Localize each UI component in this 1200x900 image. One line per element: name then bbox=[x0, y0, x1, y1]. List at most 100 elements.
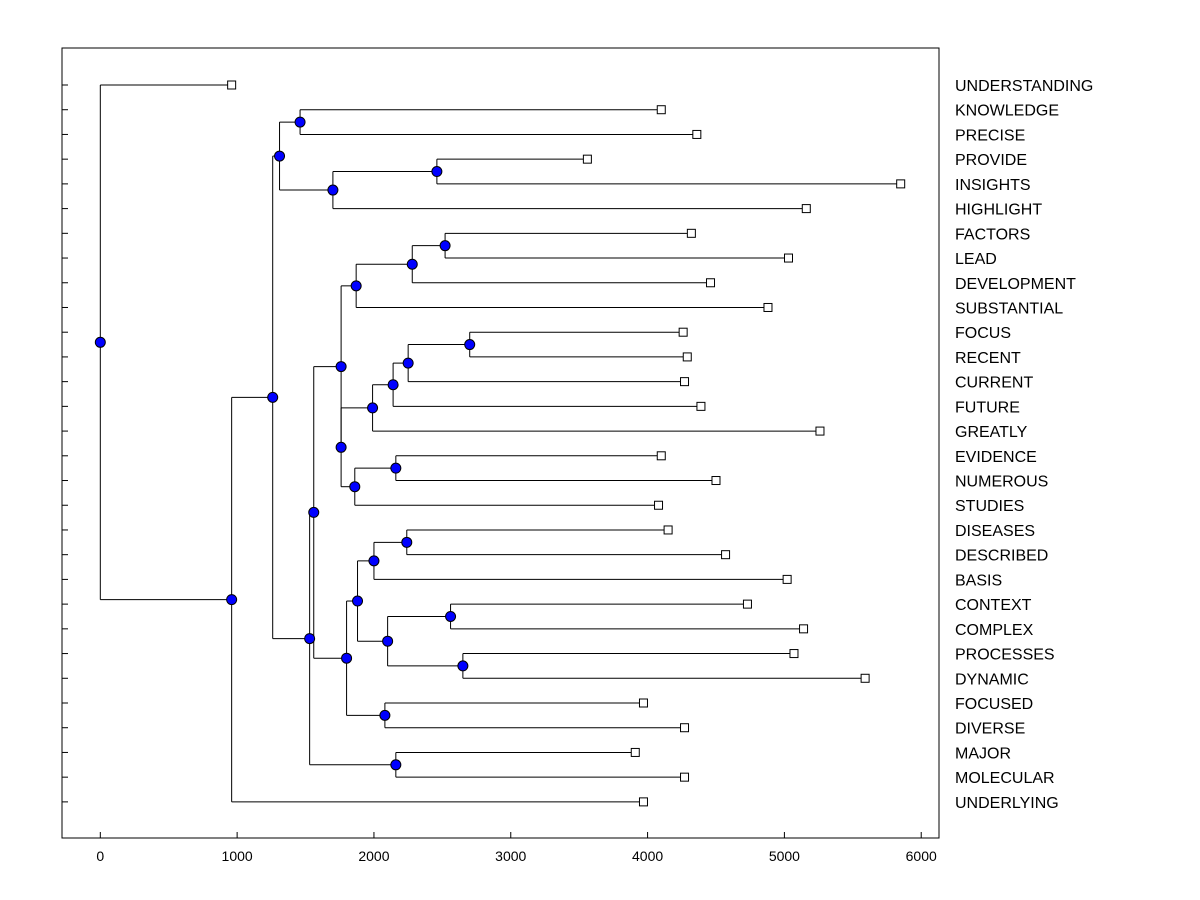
leaf-marker-understanding bbox=[227, 80, 237, 90]
x-tick-label-3000: 3000 bbox=[495, 848, 526, 864]
leaf-marker-development bbox=[706, 278, 716, 288]
merge-node-n5 bbox=[439, 240, 451, 252]
y-ticks bbox=[62, 84, 68, 803]
leaf-marker-diverse bbox=[680, 723, 690, 733]
leaf-label-underlying: UNDERLYING bbox=[955, 795, 1059, 812]
merge-node-n17 bbox=[368, 555, 380, 567]
leaf-label-understanding: UNDERSTANDING bbox=[955, 78, 1093, 95]
leaf-marker-provide bbox=[582, 154, 592, 164]
leaf-label-numerous: NUMEROUS bbox=[955, 474, 1048, 491]
leaf-marker-lead bbox=[784, 253, 794, 263]
x-tick-label-1000: 1000 bbox=[222, 848, 253, 864]
leaf-marker-precise bbox=[692, 129, 702, 139]
leaf-marker-underlying bbox=[638, 797, 648, 807]
leaf-label-major: MAJOR bbox=[955, 745, 1011, 762]
leaf-label-knowledge: KNOWLEDGE bbox=[955, 103, 1059, 120]
x-tick-label-6000: 6000 bbox=[906, 848, 937, 864]
leaf-marker-future bbox=[696, 401, 706, 411]
leaf-marker-basis bbox=[782, 574, 792, 584]
leaf-marker-highlight bbox=[801, 204, 811, 214]
merge-node-n19 bbox=[457, 660, 469, 672]
leaf-marker-described bbox=[721, 550, 731, 560]
plot-frame bbox=[61, 47, 940, 839]
merge-node-n25 bbox=[390, 759, 402, 771]
x-tick-label-5000: 5000 bbox=[769, 848, 800, 864]
leaf-marker-current bbox=[680, 377, 690, 387]
merge-node-n7 bbox=[350, 280, 362, 292]
merge-node-n9 bbox=[402, 357, 414, 369]
leaf-label-highlight: HIGHLIGHT bbox=[955, 202, 1042, 219]
merge-node-n6 bbox=[406, 258, 418, 270]
leaf-marker-context bbox=[742, 599, 752, 609]
leaf-label-evidence: EVIDENCE bbox=[955, 449, 1037, 466]
leaf-label-basis: BASIS bbox=[955, 572, 1002, 589]
merge-node-n8 bbox=[464, 339, 476, 351]
leaf-marker-greatly bbox=[815, 426, 825, 436]
leaf-label-factors: FACTORS bbox=[955, 226, 1030, 243]
leaf-marker-knowledge bbox=[656, 105, 666, 115]
merge-node-n21 bbox=[352, 595, 364, 607]
leaf-marker-major bbox=[630, 747, 640, 757]
leaf-label-future: FUTURE bbox=[955, 399, 1020, 416]
merge-node-n3 bbox=[327, 184, 339, 196]
merge-node-n1 bbox=[294, 116, 306, 128]
x-tick-label-4000: 4000 bbox=[632, 848, 663, 864]
merge-node-n23 bbox=[341, 652, 353, 664]
leaf-label-molecular: MOLECULAR bbox=[955, 770, 1055, 787]
leaf-label-lead: LEAD bbox=[955, 251, 997, 268]
merge-node-n15 bbox=[335, 361, 347, 373]
leaf-labels: UNDERSTANDING KNOWLEDGE PRECISE PROVIDE INSI… bbox=[955, 78, 1093, 812]
leaf-label-focused: FOCUSED bbox=[955, 696, 1033, 713]
leaf-marker-studies bbox=[654, 500, 664, 510]
leaf-marker-evidence bbox=[656, 451, 666, 461]
leaf-label-focus: FOCUS bbox=[955, 325, 1011, 342]
leaf-label-current: CURRENT bbox=[955, 375, 1033, 392]
merge-node-n29 bbox=[94, 336, 106, 348]
leaf-label-precise: PRECISE bbox=[955, 127, 1025, 144]
merge-node-n27 bbox=[267, 391, 279, 403]
leaf-label-studies: STUDIES bbox=[955, 498, 1024, 515]
leaf-label-greatly: GREATLY bbox=[955, 424, 1028, 441]
merge-nodes bbox=[94, 116, 476, 771]
leaf-marker-focused bbox=[638, 698, 648, 708]
leaf-marker-recent bbox=[682, 352, 692, 362]
merge-node-n4 bbox=[274, 150, 286, 162]
leaf-label-recent: RECENT bbox=[955, 350, 1021, 367]
dendrogram-links bbox=[99, 84, 901, 803]
merge-node-n16 bbox=[401, 536, 413, 548]
leaf-marker-complex bbox=[799, 624, 809, 634]
leaf-label-complex: COMPLEX bbox=[955, 622, 1034, 639]
leaf-label-context: CONTEXT bbox=[955, 597, 1032, 614]
leaf-label-described: DESCRIBED bbox=[955, 548, 1048, 565]
x-tick-label-0: 0 bbox=[96, 848, 104, 864]
leaf-marker-insights bbox=[896, 179, 906, 189]
merge-node-n11 bbox=[367, 402, 379, 414]
leaf-marker-focus bbox=[678, 327, 688, 337]
leaf-marker-molecular bbox=[680, 772, 690, 782]
leaf-label-insights: INSIGHTS bbox=[955, 177, 1031, 194]
leaf-label-diseases: DISEASES bbox=[955, 523, 1035, 540]
leaf-label-provide: PROVIDE bbox=[955, 152, 1027, 169]
leaf-marker-numerous bbox=[711, 476, 721, 486]
leaf-label-dynamic: DYNAMIC bbox=[955, 671, 1029, 688]
merge-node-n18 bbox=[445, 610, 457, 622]
merge-node-n26 bbox=[304, 633, 316, 645]
leaf-marker-dynamic bbox=[860, 673, 870, 683]
merge-node-n12 bbox=[390, 462, 402, 474]
merge-node-n10 bbox=[387, 379, 399, 391]
merge-node-n24 bbox=[308, 506, 320, 518]
merge-node-n20 bbox=[382, 635, 394, 647]
leaf-marker-diseases bbox=[663, 525, 673, 535]
leaf-label-diverse: DIVERSE bbox=[955, 721, 1025, 738]
leaf-label-substantial: SUBSTANTIAL bbox=[955, 300, 1063, 317]
x-tick-label-2000: 2000 bbox=[358, 848, 389, 864]
leaf-markers bbox=[227, 80, 906, 807]
merge-node-n13 bbox=[349, 481, 361, 493]
x-axis: 0 1000 2000 3000 4000 5000 6000 bbox=[96, 832, 937, 864]
merge-node-n28 bbox=[226, 594, 238, 606]
leaf-marker-substantial bbox=[763, 302, 773, 312]
leaf-label-processes: PROCESSES bbox=[955, 647, 1055, 664]
merge-node-n22 bbox=[379, 709, 391, 721]
merge-node-n2 bbox=[431, 166, 443, 178]
